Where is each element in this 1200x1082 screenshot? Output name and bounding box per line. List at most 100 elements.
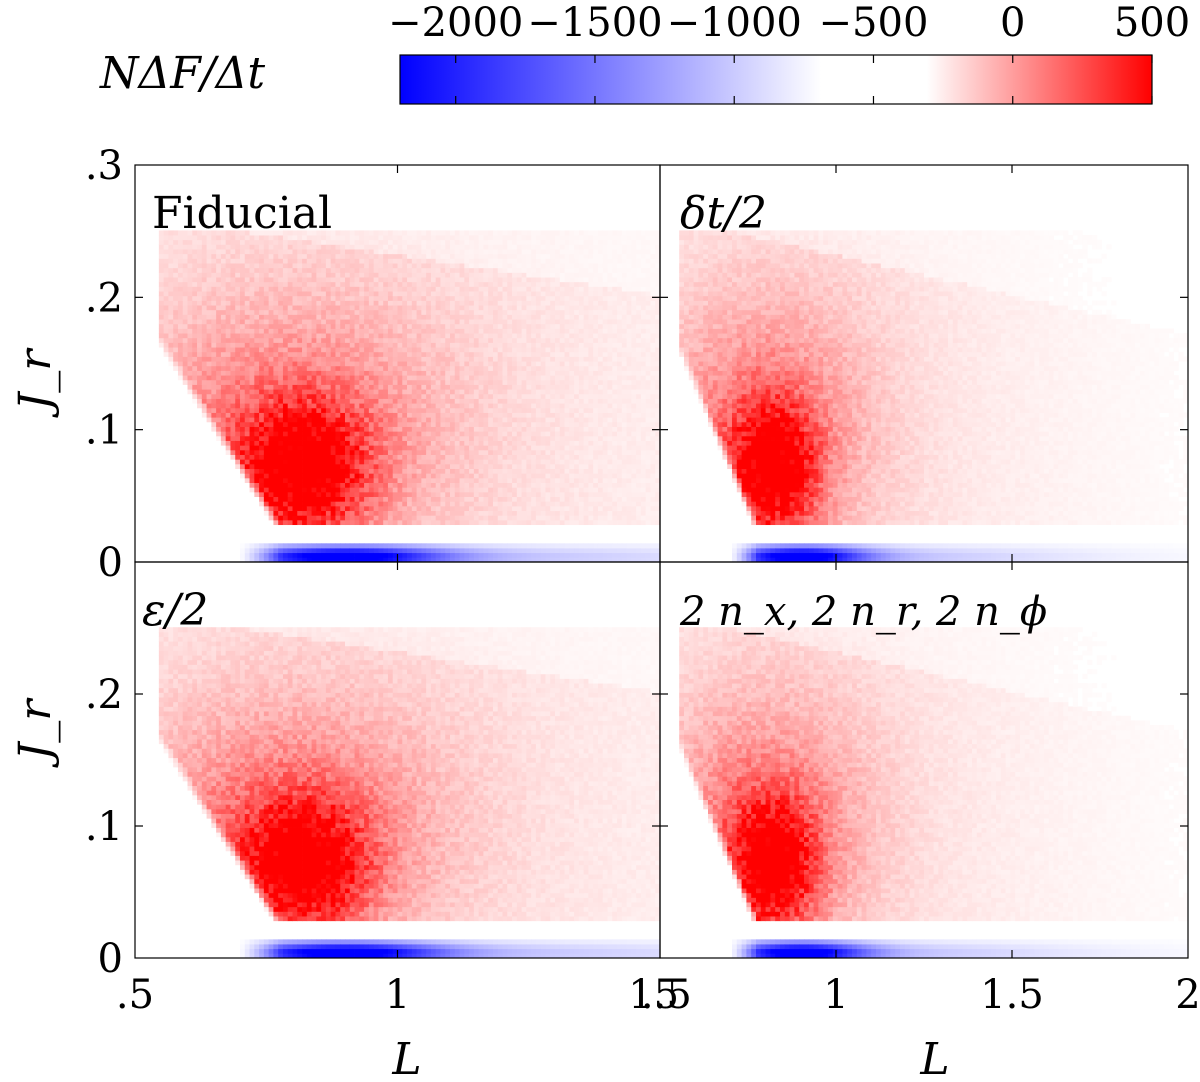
heatmap-cell	[531, 267, 537, 273]
heatmap-cell	[244, 328, 250, 334]
heatmap-cell	[354, 389, 360, 395]
heatmap-cell	[206, 305, 212, 311]
heatmap-cell	[173, 351, 179, 357]
heatmap-cell	[507, 300, 513, 306]
heatmap-cell	[235, 459, 241, 465]
heatmap-cell	[492, 468, 499, 474]
heatmap-cell	[378, 515, 384, 521]
heatmap-cell	[507, 267, 513, 273]
heatmap-cell	[321, 365, 327, 371]
heatmap-cell	[263, 487, 270, 493]
heatmap-cell	[378, 487, 384, 493]
heatmap-cell	[359, 496, 365, 502]
heatmap-cell	[249, 389, 255, 395]
heatmap-cell	[535, 263, 542, 269]
heatmap-cell	[392, 370, 398, 376]
heatmap-cell	[464, 426, 470, 432]
heatmap-cell	[469, 319, 475, 325]
heatmap-cell	[445, 505, 451, 512]
heatmap-cell	[292, 305, 298, 311]
heatmap-cell	[373, 361, 379, 367]
heatmap-cell	[254, 244, 260, 250]
heatmap-cell	[502, 370, 508, 376]
heatmap-cell	[220, 417, 227, 423]
heatmap-cell	[507, 286, 513, 292]
heatmap-cell	[411, 440, 417, 446]
heatmap-cell	[273, 277, 279, 283]
heatmap-cell	[512, 398, 518, 404]
heatmap-cell	[535, 435, 542, 441]
heatmap-cell	[531, 375, 537, 381]
heatmap-cell	[454, 417, 460, 423]
heatmap-cell	[216, 253, 222, 259]
heatmap-cell	[402, 459, 408, 465]
heatmap-cell	[359, 305, 365, 311]
heatmap-cell	[225, 370, 231, 376]
heatmap-cell	[416, 258, 422, 264]
heatmap-cell	[321, 426, 327, 432]
heatmap-cell	[273, 291, 279, 297]
heatmap-cell	[430, 239, 437, 245]
heatmap-cell	[173, 263, 179, 269]
heatmap-cell	[263, 258, 270, 264]
heatmap-cell	[435, 487, 441, 493]
heatmap-cell	[368, 407, 375, 413]
heatmap-cell	[435, 300, 441, 306]
heatmap-cell	[378, 519, 384, 526]
heatmap-cell	[411, 389, 417, 395]
heatmap-cell	[378, 277, 384, 283]
heatmap-cell	[192, 389, 198, 395]
heatmap-cell	[531, 468, 537, 474]
heatmap-cell	[426, 300, 432, 306]
heatmap-cell	[240, 347, 246, 353]
heatmap-cell	[368, 431, 375, 437]
heatmap-cell	[459, 389, 465, 395]
heatmap-cell	[306, 244, 312, 250]
heatmap-cell	[526, 417, 532, 423]
heatmap-cell	[378, 543, 384, 549]
heatmap-cell	[282, 543, 289, 549]
heatmap-cell	[445, 473, 451, 479]
heatmap-cell	[430, 403, 437, 409]
heatmap-cell	[268, 389, 274, 395]
heatmap-cell	[345, 361, 351, 367]
heatmap-cell	[430, 375, 437, 381]
heatmap-cell	[273, 398, 279, 404]
heatmap-cell	[507, 361, 513, 367]
heatmap-cell	[373, 487, 379, 493]
heatmap-cell	[287, 379, 293, 385]
heatmap-cell	[540, 440, 546, 446]
heatmap-cell	[507, 295, 513, 301]
heatmap-cell	[387, 482, 394, 488]
heatmap-cell	[411, 375, 417, 381]
heatmap-cell	[516, 510, 522, 516]
heatmap-cell	[540, 501, 546, 507]
heatmap-cell	[397, 431, 403, 437]
heatmap-cell	[521, 263, 527, 269]
heatmap-cell	[373, 379, 379, 385]
heatmap-cell	[497, 412, 503, 418]
heatmap-cell	[254, 491, 260, 498]
heatmap-cell	[306, 249, 312, 255]
heatmap-cell	[459, 361, 465, 367]
heatmap-cell	[340, 286, 346, 292]
heatmap-cell	[397, 277, 403, 283]
heatmap-cell	[521, 440, 527, 446]
heatmap-cell	[197, 286, 203, 292]
heatmap-cell	[244, 300, 250, 306]
heatmap-cell	[321, 487, 327, 493]
heatmap-cell	[512, 421, 518, 427]
heatmap-cell	[321, 309, 327, 315]
heatmap-cell	[235, 239, 241, 245]
heatmap-cell	[407, 435, 413, 441]
heatmap-cell	[354, 370, 360, 376]
heatmap-cell	[302, 417, 308, 423]
heatmap-cell	[535, 515, 542, 521]
heatmap-cell	[426, 249, 432, 255]
heatmap-cell	[469, 468, 475, 474]
heatmap-cell	[187, 249, 193, 255]
heatmap-cell	[354, 258, 360, 264]
heatmap-cell	[407, 309, 413, 315]
heatmap-cell	[349, 267, 355, 273]
heatmap-cell	[383, 547, 389, 554]
